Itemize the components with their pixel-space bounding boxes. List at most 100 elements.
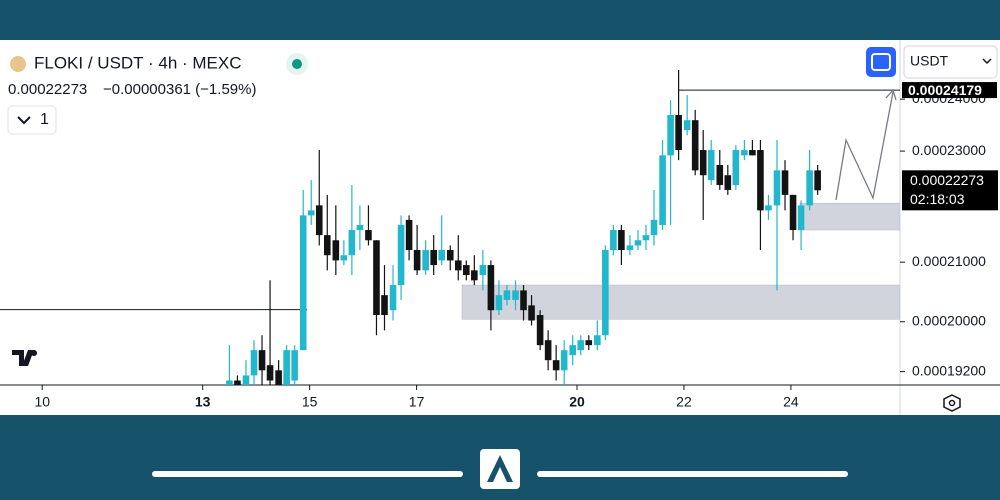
y-tick-label: 0.00023000 [912,142,986,158]
countdown: 02:18:03 [910,191,965,207]
candle-body [610,230,617,251]
zone [799,202,900,231]
candle-body [560,350,568,371]
candle-body [707,150,715,181]
select-arrow [982,58,992,65]
fullscreen-icon [871,53,891,71]
y-tick-label: 0.00021000 [912,253,986,269]
candle-body [594,335,601,346]
indicator-count: 1 [40,111,49,128]
candle-body [242,375,250,385]
candle-body [765,205,772,211]
candle-body [749,150,756,156]
candle-body [667,115,674,156]
candle-body [356,224,364,231]
x-tick-label: 10 [34,394,50,410]
candle-body [438,250,446,261]
candle-body [430,250,437,266]
candle-body [618,230,625,251]
candle-body [552,360,560,371]
candle-body [797,205,805,231]
y-tick-label: 0.00019200 [912,362,986,378]
axes: 0.000240000.000230000.000210000.00020000… [34,82,998,410]
candle-body [479,265,487,276]
candle-body [365,230,372,241]
candle-body [413,250,421,271]
candle-body [716,164,724,186]
candle-body [544,340,552,361]
last-price: 0.00022273 [8,81,87,98]
candle-body [602,250,609,336]
candle-body [422,250,429,271]
candle-body [659,155,666,225]
candle-body [348,230,356,256]
candle-body [741,150,748,156]
candle-body [446,250,454,261]
candle-body [773,170,781,206]
candle-body [732,150,740,186]
candle-body [291,350,298,381]
arrow-head [885,88,897,101]
candle-body [397,224,405,286]
candle-body [789,194,797,231]
candle-body [373,240,380,316]
candle-body [520,290,527,311]
candle-body [250,350,258,376]
symbol: FLOKI / USDT · 4h · MEXC [34,53,242,72]
candle-body [691,120,699,171]
currency: USDT [910,53,949,69]
candle-body [806,170,813,206]
candle-body [724,175,732,190]
candle-body [307,210,315,216]
currency-select[interactable] [903,45,998,79]
chevron [17,116,31,125]
plot [0,69,900,385]
app-logo-mark [487,455,513,482]
candle-body [781,170,789,195]
x-tick-label: 13 [195,394,211,410]
candle-body [266,365,274,381]
coin-icon [10,56,26,72]
candle-body [675,115,682,151]
candle-body [471,270,478,281]
candle-body [699,150,707,176]
candle-body [389,285,397,311]
level-label: 0.00024179 [908,82,982,98]
x-tick-label: 17 [409,394,425,410]
candle-body [569,345,577,356]
candle-body [585,340,593,346]
candle-body [536,315,544,346]
candle-body [463,265,470,276]
candle-body [487,265,495,311]
candle-body [683,120,691,131]
candle-body [340,255,348,261]
price-change: −0.00000361 (−1.59%) [103,81,256,98]
x-tick-label: 20 [569,394,585,410]
candle-body [634,240,642,246]
projection-arrow [835,91,894,201]
fullscreen-button[interactable] [866,47,896,77]
candle-body [283,350,290,385]
candle-body [226,380,233,385]
candle-body [299,215,307,351]
x-tick-label: 24 [783,394,799,410]
x-tick-label: 22 [676,394,692,410]
y-tick-label: 0.00020000 [912,312,986,328]
candle-body [315,205,323,236]
candle-body [275,370,282,385]
candle-body [323,235,331,256]
level-tag [902,82,997,99]
candle-body [258,350,266,371]
settings-dot [948,399,956,407]
candle-body [757,150,764,211]
candle-body [512,290,519,300]
zone [461,284,900,320]
settings-icon[interactable] [943,394,961,412]
candle-body [495,295,503,311]
indicator-toggle[interactable] [7,105,57,135]
price-tag [902,170,998,211]
candle-body [528,305,535,321]
candle-body [381,295,388,316]
tradingview-logo [12,350,38,366]
